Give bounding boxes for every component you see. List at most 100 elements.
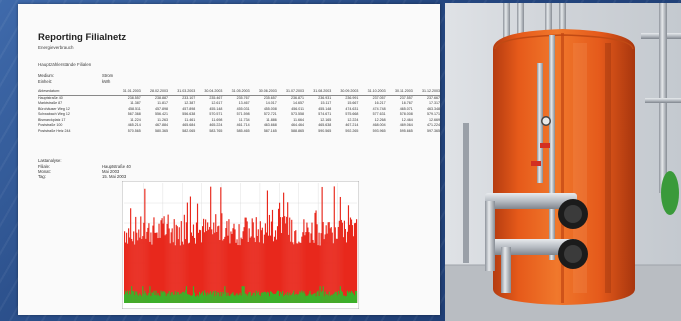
chart-bar <box>340 219 342 303</box>
chart-bar <box>271 209 274 303</box>
chart-bar <box>182 244 184 303</box>
table-cell: 12.165 <box>320 117 332 122</box>
chart-base-bar <box>240 295 242 303</box>
chart-bar <box>214 232 216 303</box>
chart-base-bar <box>165 296 167 303</box>
meta-label-medium: Medium: <box>38 73 55 78</box>
chart-bar <box>164 235 166 303</box>
chart-bar <box>198 229 201 303</box>
row-label: Poststraße 100 <box>38 123 63 127</box>
chart-bar <box>154 232 156 303</box>
chart-base-bar <box>171 292 173 303</box>
chart-bar <box>203 218 205 303</box>
chart-base-bar <box>353 295 356 303</box>
chart-bar <box>177 239 179 303</box>
chart-bar <box>283 192 285 303</box>
table-cell: 463.348 <box>427 106 440 111</box>
table-cell: 12.387 <box>184 101 196 105</box>
table-cell: 238.557 <box>127 95 141 100</box>
chart-base-bar <box>181 291 183 303</box>
chart-bar <box>145 238 147 303</box>
chart-base-bar <box>343 295 345 303</box>
chart-base-bar <box>285 293 287 303</box>
chart-base-bar <box>151 292 153 303</box>
chart-base-bar <box>161 292 163 303</box>
chart-bar <box>140 216 142 303</box>
chart-base-bar <box>136 291 138 303</box>
table-cell: 11.817 <box>157 101 168 105</box>
lp-label-day: Tag: <box>38 174 46 179</box>
chart-base-bar <box>157 293 159 303</box>
chart-base-bar <box>168 290 170 303</box>
chart-bar <box>254 242 256 303</box>
chart-bar <box>229 243 231 303</box>
table-cell: 467.214 <box>345 123 359 127</box>
column-header: 30.11.2003 <box>385 89 413 96</box>
tank-photo <box>445 3 681 321</box>
chart-base-bar <box>176 291 178 303</box>
chart-base-bar <box>212 292 214 303</box>
column-header: 31.03.2003 <box>168 89 196 96</box>
chart-bar <box>290 241 292 303</box>
chart-series-base <box>124 286 358 303</box>
chart-bar <box>276 226 279 303</box>
chart-base-bar <box>140 294 142 303</box>
chart-base-bar <box>291 294 293 303</box>
chart-base-bar <box>196 294 199 303</box>
chart-bar <box>301 236 303 303</box>
table-cell: 235.767 <box>236 95 250 100</box>
table-cell: 238.887 <box>155 95 168 100</box>
chart-bar <box>165 234 167 303</box>
chart-bar <box>336 238 338 303</box>
table-cell: 11.698 <box>211 117 223 122</box>
pipe-down-right <box>501 247 511 293</box>
report-subtitle: Energieverbrauch <box>38 45 74 50</box>
chart-base-bar <box>190 295 193 303</box>
chart-base-bar <box>348 291 351 303</box>
chart-base-bar <box>202 291 204 303</box>
chart-bar <box>308 232 310 303</box>
chart-bar <box>320 233 322 303</box>
table-row: Marktstraße 87 11.387 11.817 12.387 12.617 13… <box>38 101 440 107</box>
chart-base-bar <box>304 293 306 303</box>
chart-bar <box>294 231 296 303</box>
chart-base-bar <box>162 291 164 303</box>
chart-bar <box>293 244 295 303</box>
chart-bar <box>166 223 168 303</box>
lp-value-branch: Hauptstraße 40 <box>102 164 131 169</box>
table-cell: 236.991 <box>345 95 359 100</box>
chart-bar <box>191 235 194 303</box>
chart-base-bar <box>237 295 239 303</box>
chart-base-bar <box>345 295 348 303</box>
chart-bar <box>285 223 287 303</box>
chart-base-bar <box>148 292 150 303</box>
chart-base-bar <box>303 291 305 303</box>
chart-base-bar <box>163 291 165 303</box>
chart-bar <box>141 239 143 303</box>
column-header: 30.04.2003 <box>195 89 223 96</box>
chart-base-bar <box>309 291 311 303</box>
chart-bar <box>224 236 226 303</box>
chart-base-bar <box>192 286 195 303</box>
chart-base-bar <box>141 296 143 303</box>
chart-base-bar <box>174 291 176 303</box>
chart-base-bar <box>218 292 220 303</box>
chart-base-bar <box>208 294 210 303</box>
chart-base-bar <box>256 293 258 303</box>
table-cell: 577.631 <box>372 112 386 116</box>
chart-bar <box>251 218 253 303</box>
chart-bar <box>179 245 181 303</box>
row-label: Hauptstraße 40 <box>38 95 63 100</box>
chart-base-bar <box>178 294 180 303</box>
chart-bar <box>332 243 334 303</box>
chart-bar <box>267 235 270 303</box>
table-cell: 457.898 <box>155 106 168 111</box>
chart-bar <box>281 233 283 303</box>
chart-base-bar <box>135 291 137 303</box>
chart-base-bar <box>183 292 185 303</box>
chart-bar <box>296 243 298 303</box>
table-cell: 592.265 <box>345 128 359 133</box>
chart-base-bar <box>296 293 298 303</box>
chart-base-bar <box>249 292 251 303</box>
chart-base-bar <box>213 290 215 303</box>
